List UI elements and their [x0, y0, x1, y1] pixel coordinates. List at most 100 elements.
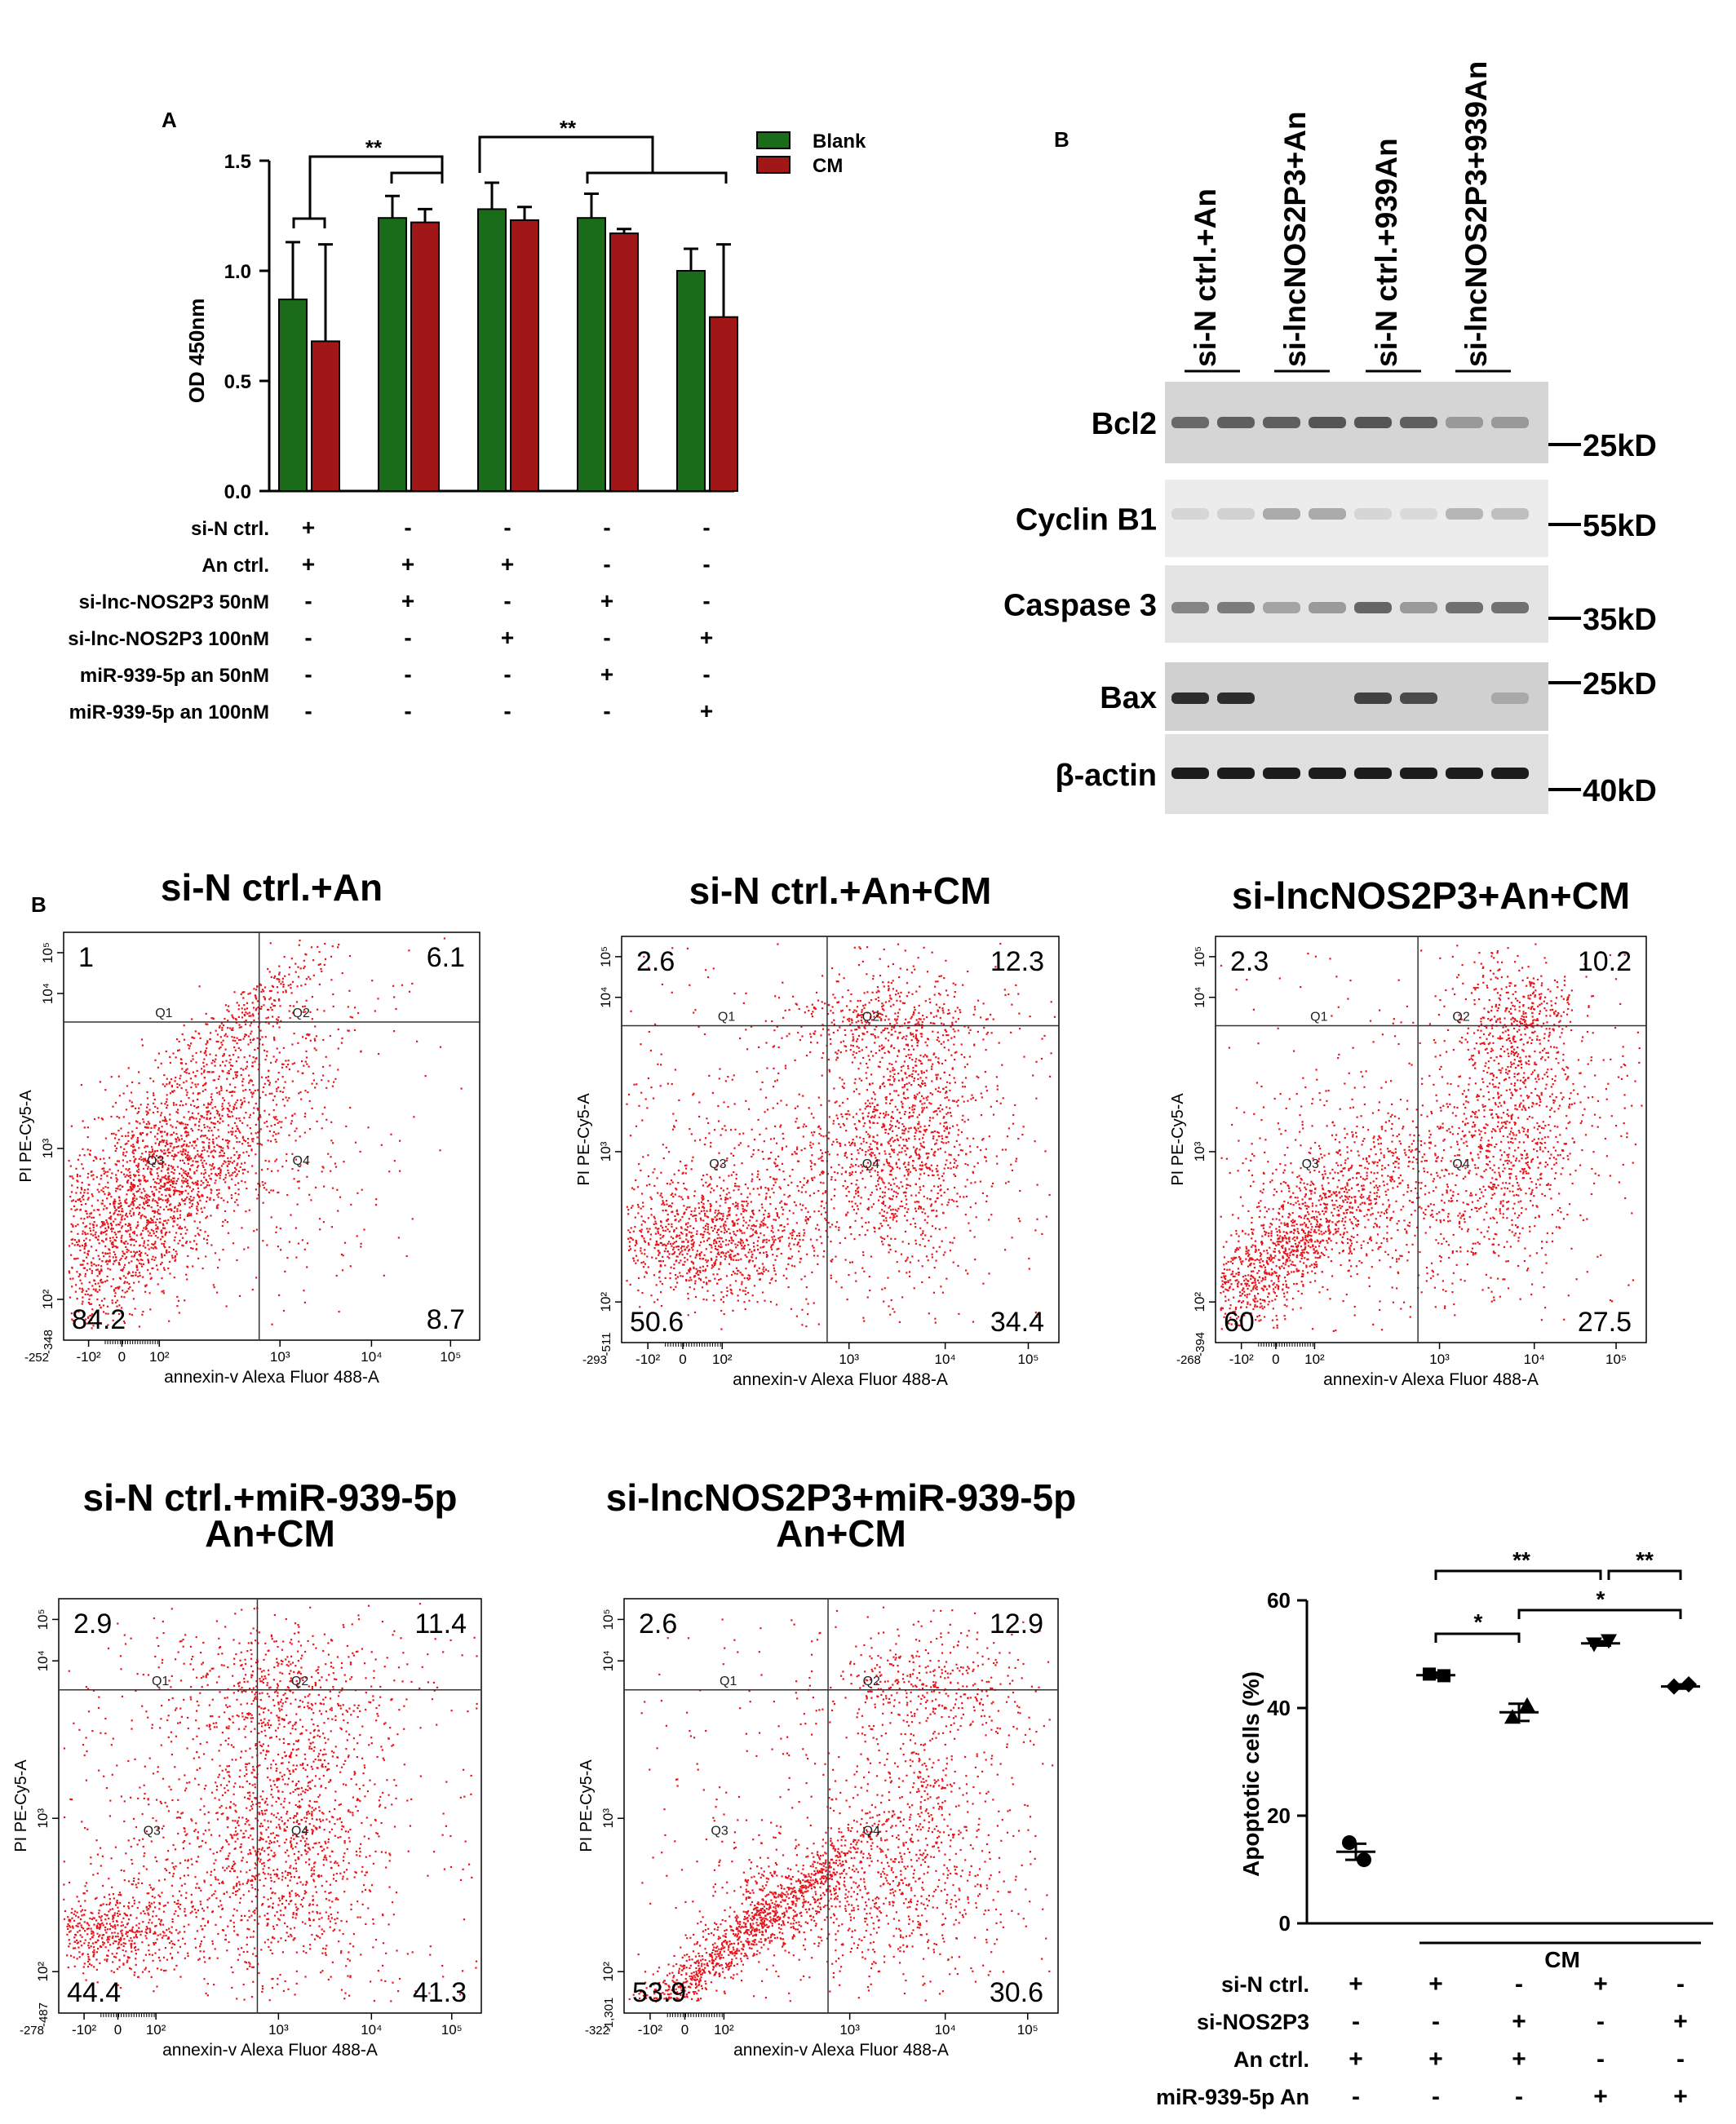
- flow-dot: [73, 1215, 75, 1218]
- flow-dot: [95, 1264, 97, 1267]
- flow-dot: [321, 1079, 323, 1082]
- flow-dot: [810, 1162, 813, 1164]
- flow-dot: [130, 1187, 132, 1189]
- flow-dot: [716, 1228, 720, 1232]
- flow-dot: [272, 1135, 274, 1137]
- flow-dot: [276, 1090, 278, 1092]
- flow-dot: [1034, 1229, 1037, 1232]
- flow-dot: [710, 1142, 712, 1144]
- flow-dot: [294, 1139, 297, 1142]
- flow-dot: [873, 1116, 875, 1118]
- flow-dot: [300, 1098, 303, 1100]
- flow-dot: [128, 1282, 131, 1285]
- flow-dot: [828, 1070, 831, 1073]
- flow-dot: [180, 1228, 184, 1230]
- flow-dot: [83, 1192, 86, 1194]
- lane-label: si-N ctrl.+An: [1189, 188, 1222, 367]
- flow-dot: [190, 1177, 193, 1179]
- flow-dot: [906, 1210, 908, 1214]
- flow-dot: [281, 1091, 284, 1093]
- flow-dot: [219, 1170, 222, 1172]
- flow-dot: [640, 1247, 642, 1250]
- flow-dot: [137, 1206, 140, 1208]
- flow-dot: [690, 1240, 693, 1242]
- flow-dot: [224, 1064, 227, 1067]
- flow-dot: [890, 1126, 892, 1129]
- flow-dot: [227, 1147, 229, 1149]
- flow-dot: [690, 1168, 693, 1170]
- flow-dot: [140, 1254, 142, 1257]
- flow-dot: [878, 1153, 880, 1155]
- flow-dot: [296, 1203, 299, 1206]
- flow-dot: [203, 1124, 206, 1126]
- flow-dot: [672, 1289, 675, 1291]
- flow-dot: [849, 1166, 852, 1169]
- flow-dot: [175, 1182, 177, 1185]
- x-tick-label: 10⁵: [440, 1349, 461, 1365]
- blot-band: [1400, 508, 1437, 520]
- flow-dot: [212, 1071, 215, 1073]
- flow-dot: [127, 1205, 130, 1207]
- flow-dot: [759, 1278, 761, 1281]
- flow-dot: [152, 1210, 155, 1212]
- flow-dot: [243, 1248, 246, 1250]
- flow-dot: [131, 1137, 133, 1139]
- flow-dot: [341, 1269, 344, 1272]
- flow-dot: [770, 1278, 773, 1281]
- flow-dot: [142, 1175, 144, 1177]
- flow-dot: [893, 1069, 896, 1071]
- flow-dot: [200, 1172, 203, 1175]
- flow-dot: [910, 1155, 912, 1157]
- flow-dot: [897, 1207, 900, 1210]
- flow-dot: [134, 1185, 136, 1188]
- flow-dot: [794, 1151, 796, 1153]
- flow-dot: [184, 1172, 187, 1175]
- flow-dot: [218, 1166, 221, 1170]
- flow-dot: [931, 1148, 933, 1151]
- flow-dot: [148, 1195, 151, 1198]
- flow-dot: [686, 1228, 689, 1232]
- flow-dot: [242, 1152, 245, 1154]
- flow-dot: [197, 1194, 199, 1197]
- flow-dot: [226, 1145, 229, 1148]
- flow-dot: [68, 1270, 70, 1272]
- flow-dot: [724, 1258, 726, 1260]
- flow-dot: [129, 1224, 131, 1226]
- flow-dot: [187, 1151, 189, 1153]
- flow-dot: [124, 1281, 126, 1283]
- flow-dot: [845, 1188, 848, 1190]
- flow-dot: [144, 1159, 147, 1162]
- flow-dot: [627, 1213, 630, 1215]
- flow-dot: [224, 1181, 227, 1184]
- flow-dot: [399, 1139, 401, 1142]
- flow-dot: [761, 1263, 764, 1265]
- flow-dot: [203, 1083, 206, 1086]
- flow-dot: [889, 1165, 892, 1167]
- flow-dot: [170, 1084, 173, 1087]
- flow-dot: [164, 1163, 166, 1166]
- flow-dot: [102, 1187, 104, 1189]
- flow-dot: [246, 1142, 250, 1144]
- flow-dot: [724, 1224, 727, 1227]
- flow-dot: [157, 1198, 160, 1201]
- legend-label-cm: CM: [813, 155, 843, 177]
- flow-dot: [184, 1170, 187, 1172]
- flow-dot: [205, 1023, 207, 1025]
- flow-dot: [711, 1229, 715, 1232]
- flow-dot: [701, 1286, 704, 1289]
- flow-dot: [153, 1242, 156, 1245]
- flow-dot: [668, 1151, 671, 1153]
- flow-dot: [263, 1086, 265, 1089]
- flow-dot: [161, 1176, 163, 1179]
- flow-dot: [278, 1121, 281, 1123]
- flow-dot: [380, 1144, 383, 1146]
- y-tick-label: 10⁵: [40, 942, 55, 963]
- flow-dot: [786, 1218, 789, 1220]
- flow-dot: [864, 1020, 866, 1023]
- flow-dot: [710, 1204, 712, 1206]
- flow-dot: [689, 1206, 691, 1208]
- flow-dot: [276, 1118, 278, 1121]
- flow-dot: [308, 1065, 310, 1068]
- flow-dot: [87, 1288, 90, 1290]
- flow-dot: [232, 1107, 236, 1109]
